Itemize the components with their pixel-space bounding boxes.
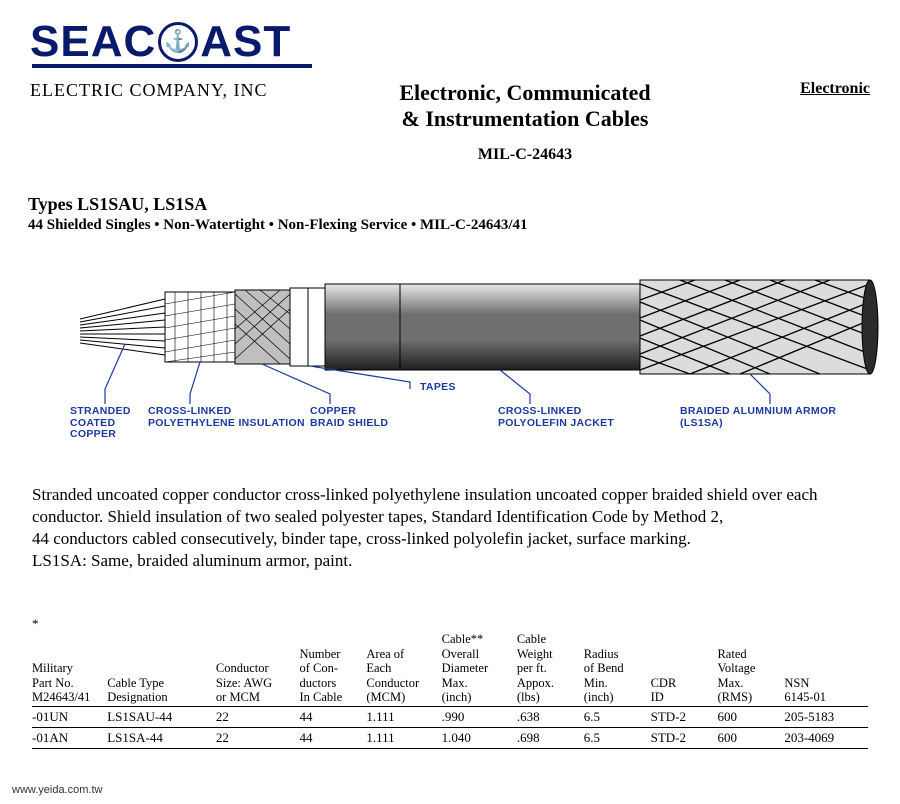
anchor-icon	[158, 22, 198, 62]
spec-table: MilitaryPart No.M24643/41Cable TypeDesig…	[32, 632, 868, 749]
spec-table-wrap: * MilitaryPart No.M24643/41Cable TypeDes…	[32, 616, 868, 749]
table-header-cell: RatedVoltageMax.(RMS)	[717, 632, 784, 706]
label-jacket: CROSS-LINKEDPOLYOLEFIN JACKET	[498, 406, 614, 429]
table-header-cell: Radiusof BendMin.(inch)	[584, 632, 651, 706]
table-cell: 44	[300, 707, 367, 728]
doc-title-line1: Electronic, Communicated	[330, 80, 720, 106]
table-cell: -01UN	[32, 707, 107, 728]
table-header-cell: Area ofEachConductor(MCM)	[366, 632, 441, 706]
types-subtitle: 44 Shielded Singles • Non-Watertight • N…	[28, 217, 880, 234]
logo: SEAC AST	[30, 20, 880, 68]
table-header-row: MilitaryPart No.M24643/41Cable TypeDesig…	[32, 632, 868, 706]
table-cell: 205-5183	[784, 707, 868, 728]
cable-diagram: STRANDEDCOATEDCOPPER CROSS-LINKEDPOLYETH…	[30, 264, 870, 454]
types-block: Types LS1SAU, LS1SA 44 Shielded Singles …	[28, 194, 880, 234]
table-cell: 22	[216, 707, 300, 728]
desc-line: LS1SA: Same, braided aluminum armor, pai…	[32, 550, 868, 572]
table-header-cell: CableWeightper ft.Appox.(lbs)	[517, 632, 584, 706]
table-header-cell: ConductorSize: AWGor MCM	[216, 632, 300, 706]
header-row: ELECTRIC COMPANY, INC Electronic, Commun…	[30, 80, 870, 164]
logo-text: SEAC AST	[30, 20, 880, 64]
logo-pre: SEAC	[30, 20, 156, 64]
table-cell: .990	[442, 707, 517, 728]
label-braid: COPPERBRAID SHIELD	[310, 406, 388, 429]
label-stranded: STRANDEDCOATEDCOPPER	[70, 406, 131, 441]
table-cell: 203-4069	[784, 728, 868, 749]
desc-line: 44 conductors cabled consecutively, bind…	[32, 528, 868, 550]
table-cell: 600	[717, 728, 784, 749]
spec-id: MIL-C-24643	[330, 146, 720, 164]
table-header-cell: Cable**OverallDiameterMax.(inch)	[442, 632, 517, 706]
table-cell: .698	[517, 728, 584, 749]
table-cell: LS1SA-44	[107, 728, 216, 749]
table-row: -01UNLS1SAU-4422441.111.990.6386.5STD-26…	[32, 707, 868, 728]
desc-line: conductor. Shield insulation of two seal…	[32, 506, 868, 528]
table-cell: 6.5	[584, 728, 651, 749]
doc-title-line2: & Instrumentation Cables	[330, 106, 720, 132]
table-cell: 600	[717, 707, 784, 728]
table-cell: STD-2	[651, 728, 718, 749]
table-star: *	[32, 616, 868, 632]
footer-url: www.yeida.com.tw	[12, 784, 102, 796]
table-header-cell: MilitaryPart No.M24643/41	[32, 632, 107, 706]
table-cell: .638	[517, 707, 584, 728]
label-armor: BRAIDED ALUMNIUM ARMOR (LS1SA)	[680, 406, 870, 429]
table-cell: 1.111	[366, 728, 441, 749]
table-header-cell: NSN6145-01	[784, 632, 868, 706]
desc-line: Stranded uncoated copper conductor cross…	[32, 484, 868, 506]
types-title: Types LS1SAU, LS1SA	[28, 194, 880, 215]
table-row: -01ANLS1SA-4422441.1111.040.6986.5STD-26…	[32, 728, 868, 749]
table-cell: STD-2	[651, 707, 718, 728]
table-cell: LS1SAU-44	[107, 707, 216, 728]
table-header-cell: Numberof Con-ductorsIn Cable	[300, 632, 367, 706]
table-cell: 6.5	[584, 707, 651, 728]
electronic-link[interactable]: Electronic	[720, 80, 870, 98]
label-xlpe: CROSS-LINKEDPOLYETHYLENE INSULATION	[148, 406, 305, 429]
table-cell: 1.111	[366, 707, 441, 728]
company-subtitle: ELECTRIC COMPANY, INC	[30, 80, 330, 101]
label-tapes: TAPES	[420, 382, 456, 394]
table-header-cell: Cable TypeDesignation	[107, 632, 216, 706]
description: Stranded uncoated copper conductor cross…	[32, 484, 868, 572]
table-cell: 1.040	[442, 728, 517, 749]
logo-post: AST	[200, 20, 291, 64]
table-cell: 22	[216, 728, 300, 749]
table-cell: 44	[300, 728, 367, 749]
table-cell: -01AN	[32, 728, 107, 749]
table-header-cell: CDRID	[651, 632, 718, 706]
doc-title-block: Electronic, Communicated & Instrumentati…	[330, 80, 720, 164]
